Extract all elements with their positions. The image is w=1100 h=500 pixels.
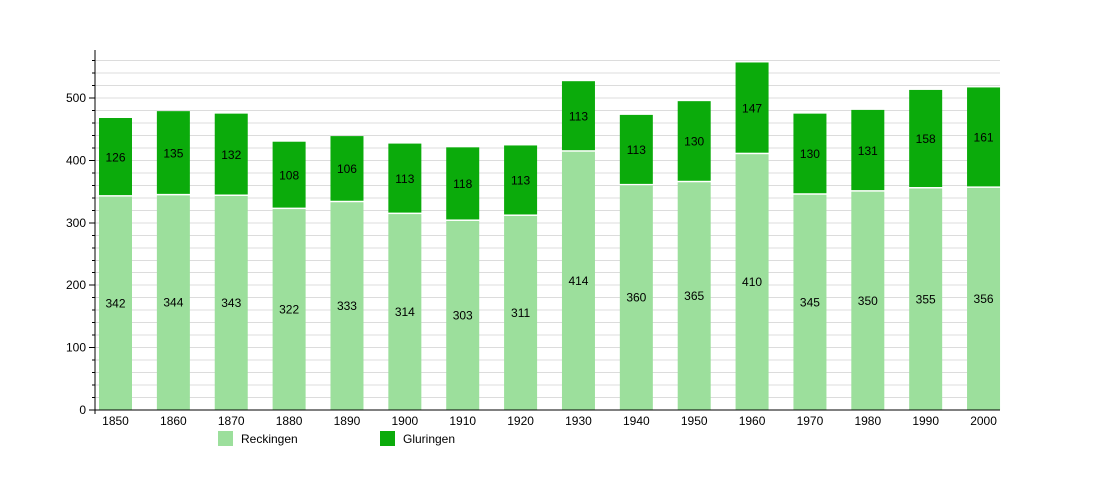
bar-segment-gluringen-1880 [272,141,306,208]
bar-segment-gluringen-1870 [214,113,248,195]
bar-segment-reckingen-1940 [619,185,653,410]
bar-value-label-gluringen: 161 [974,131,994,145]
bar-value-label-reckingen: 356 [974,292,994,306]
y-tick-label: 300 [66,216,86,230]
bar-segment-gluringen-1940 [619,114,653,184]
x-tick-label: 1940 [623,414,650,428]
bar-value-label-gluringen: 113 [569,109,588,123]
bar-value-label-reckingen: 410 [742,275,762,289]
bar-value-label-gluringen: 118 [453,177,472,191]
x-tick-label: 1990 [912,414,939,428]
bar-value-label-reckingen: 360 [626,291,646,305]
bar-value-label-reckingen: 345 [800,295,820,309]
y-tick-label: 500 [66,91,86,105]
y-tick-label: 0 [79,403,86,417]
bar-segment-gluringen-1890 [330,136,364,201]
bar-segment-gluringen-1900 [388,143,422,213]
x-tick-label: 1930 [565,414,592,428]
x-tick-label: 2000 [970,414,997,428]
bar-value-label-gluringen: 132 [221,148,241,162]
bars-group: 342 126 344 135 343 132 322 108 333 106 314 113 303 1… [99,62,1001,411]
bar-segment-reckingen-2000 [967,187,1001,410]
bar-value-label-reckingen: 365 [684,289,704,303]
bar-segment-reckingen-1990 [909,188,943,410]
bar-segment-gluringen-1980 [851,109,885,191]
bar-value-label-gluringen: 158 [916,132,936,146]
x-tick-label: 1900 [391,414,418,428]
y-tick-label: 200 [66,278,86,292]
bar-value-label-reckingen: 303 [453,308,473,322]
bar-value-label-gluringen: 131 [858,144,878,158]
bar-segment-gluringen-1850 [99,118,132,196]
bar-segment-gluringen-1950 [677,101,711,181]
bar-value-label-reckingen: 350 [858,294,878,308]
chart-canvas: 342 126 344 135 343 132 322 108 333 106 314 113 303 1… [66,50,1001,428]
legend-item-gluringen: Gluringen [380,431,455,446]
bar-value-label-gluringen: 135 [163,146,183,160]
x-tick-label: 1890 [334,414,361,428]
legend-label-gluringen: Gluringen [403,431,456,446]
legend-swatch-reckingen [218,431,233,446]
legend-swatch-gluringen [380,431,395,446]
bar-value-label-gluringen: 147 [742,101,762,115]
bar-segment-gluringen-1910 [446,147,480,220]
x-tick-label: 1850 [102,414,129,428]
bar-value-label-gluringen: 106 [337,162,357,176]
x-tick-label: 1970 [797,414,824,428]
bar-segment-reckingen-1870 [214,195,248,410]
x-tick-label: 1960 [739,414,766,428]
bar-segment-reckingen-1930 [561,151,595,411]
bar-segment-reckingen-1970 [793,194,827,410]
bar-segment-reckingen-1900 [388,214,422,410]
bar-value-label-gluringen: 126 [105,150,125,164]
bar-segment-reckingen-1950 [677,182,711,410]
bar-segment-reckingen-1890 [330,202,364,410]
bar-value-label-gluringen: 113 [395,172,414,186]
bar-segment-gluringen-1960 [735,62,769,153]
x-tick-label: 1870 [218,414,245,428]
bar-segment-gluringen-1970 [793,113,827,194]
x-tick-label: 1880 [276,414,303,428]
y-tick-label: 100 [66,341,86,355]
bar-segment-gluringen-1930 [561,81,595,151]
bar-value-label-gluringen: 108 [279,168,299,182]
bar-value-label-gluringen: 113 [627,143,646,157]
bar-segment-reckingen-1880 [272,209,306,410]
bar-segment-reckingen-1980 [851,191,885,410]
bar-value-label-gluringen: 130 [800,147,820,161]
x-tick-label: 1860 [160,414,187,428]
legend-label-reckingen: Reckingen [241,431,298,446]
bar-value-label-reckingen: 333 [337,299,357,313]
bar-value-label-reckingen: 314 [395,305,415,319]
bar-value-label-reckingen: 414 [568,274,588,288]
bar-segment-gluringen-1990 [909,89,943,188]
axes [89,50,1000,414]
bar-value-label-reckingen: 344 [163,296,183,310]
bar-segment-gluringen-1860 [156,111,190,194]
y-tick-label: 400 [66,153,86,167]
x-tick-label: 1980 [854,414,881,428]
bar-value-label-reckingen: 355 [916,292,936,306]
bar-value-label-reckingen: 343 [221,296,241,310]
bar-segment-gluringen-2000 [967,87,1001,187]
bar-value-label-gluringen: 130 [684,135,704,149]
bar-segment-reckingen-1920 [504,215,538,410]
x-tick-label: 1910 [449,414,476,428]
bar-value-label-reckingen: 322 [279,303,299,317]
bar-value-label-reckingen: 342 [105,296,125,310]
bar-segment-reckingen-1850 [99,196,132,410]
bar-segment-reckingen-1910 [446,220,480,410]
tick-labels: 0 100 200 300 400 500 1850 1860 1870 1880 1890 1900… [66,91,997,428]
bar-value-label-reckingen: 311 [511,306,530,320]
bar-segment-reckingen-1860 [156,195,190,410]
x-tick-label: 1950 [681,414,708,428]
bar-segment-gluringen-1920 [504,145,538,215]
x-tick-label: 1920 [507,414,534,428]
bar-segment-reckingen-1960 [735,154,769,410]
legend-item-reckingen: Reckingen [218,431,298,446]
bar-value-label-gluringen: 113 [511,174,530,188]
